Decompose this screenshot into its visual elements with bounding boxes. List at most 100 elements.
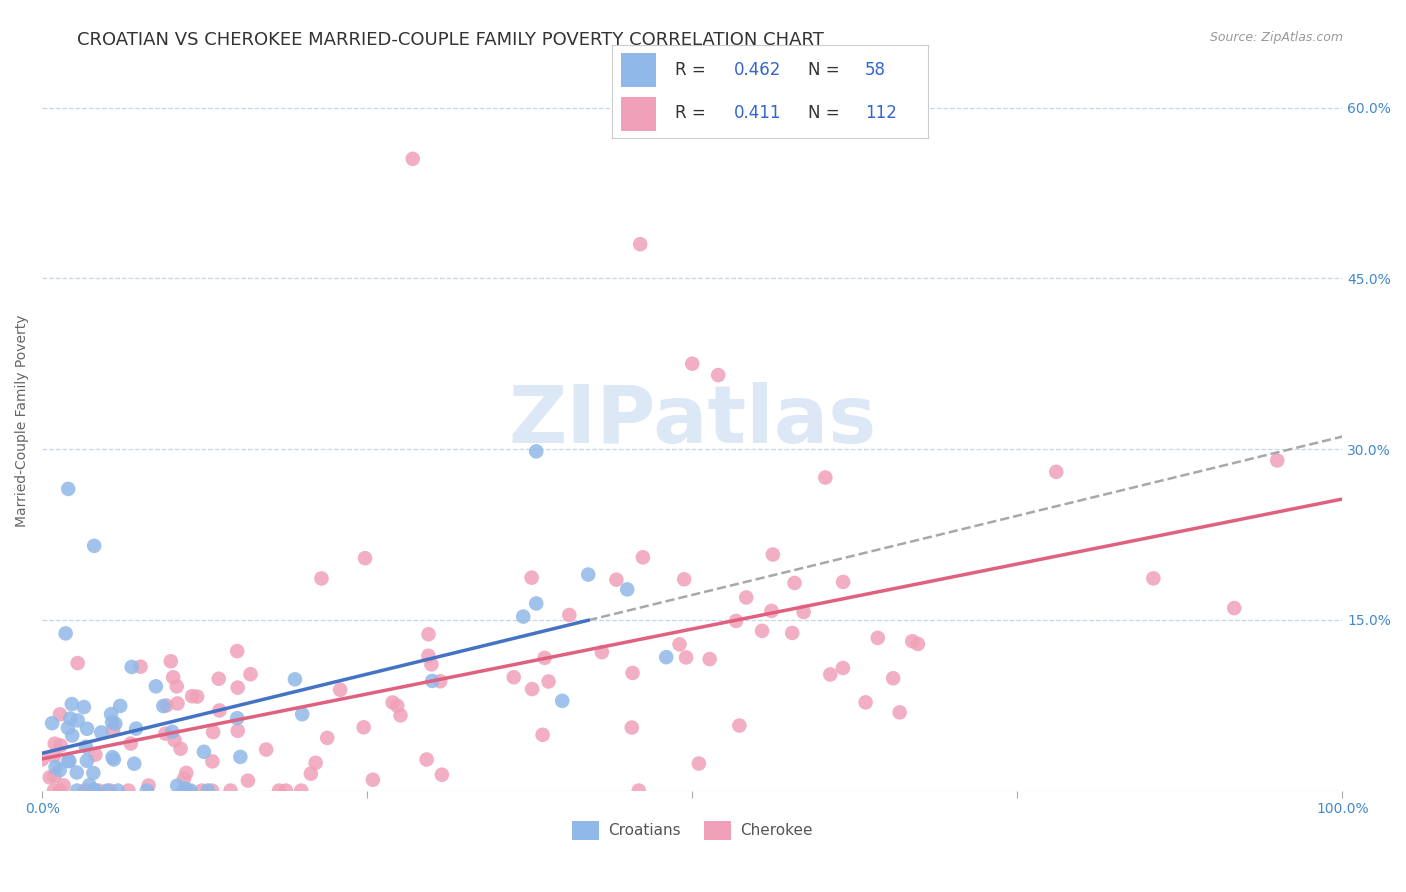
Point	[38, 770, 60, 784]
Point	[49, 783, 72, 797]
Point	[290, 783, 312, 797]
Point	[735, 591, 758, 605]
Point	[866, 631, 889, 645]
Point	[100, 707, 122, 722]
Point	[418, 648, 440, 663]
Point	[73, 700, 96, 714]
Point	[174, 781, 197, 796]
Point	[219, 783, 242, 797]
Text: 58: 58	[865, 61, 886, 78]
Point	[41, 716, 63, 731]
Point	[202, 725, 225, 739]
Point	[551, 694, 574, 708]
Point	[166, 697, 188, 711]
Point	[631, 550, 654, 565]
Point	[430, 768, 453, 782]
Point	[882, 671, 904, 685]
Point	[145, 679, 167, 693]
Point	[42, 783, 65, 797]
Point	[117, 783, 139, 797]
Point	[58, 754, 80, 768]
Point	[668, 637, 690, 651]
Text: ZIPatlas: ZIPatlas	[508, 382, 876, 459]
Point	[236, 773, 259, 788]
Point	[329, 682, 352, 697]
Point	[42, 748, 65, 763]
Point	[48, 763, 70, 777]
Point	[699, 652, 721, 666]
Point	[901, 634, 924, 648]
Point	[832, 574, 855, 589]
Point	[387, 698, 409, 713]
Point	[107, 783, 129, 797]
Point	[311, 571, 333, 585]
Point	[889, 706, 911, 720]
Point	[628, 237, 651, 252]
Point	[208, 703, 231, 717]
Point	[415, 752, 437, 766]
Point	[120, 737, 142, 751]
Point	[793, 605, 815, 619]
Point	[267, 783, 290, 797]
Point	[420, 657, 443, 672]
Point	[226, 644, 249, 658]
Point	[673, 572, 696, 586]
Point	[402, 152, 425, 166]
Point	[166, 779, 188, 793]
Point	[420, 673, 443, 688]
Point	[31, 752, 53, 766]
Point	[304, 756, 326, 770]
Point	[576, 567, 599, 582]
Point	[725, 614, 748, 628]
Point	[520, 682, 543, 697]
Point	[389, 708, 412, 723]
Point	[907, 637, 929, 651]
FancyBboxPatch shape	[621, 97, 655, 131]
Point	[627, 783, 650, 797]
Point	[66, 765, 89, 780]
Point	[512, 609, 534, 624]
Point	[82, 766, 104, 780]
Point	[1223, 601, 1246, 615]
Point	[681, 357, 703, 371]
Point	[591, 645, 613, 659]
Point	[274, 783, 297, 797]
Point	[291, 707, 314, 722]
Y-axis label: Married-Couple Family Poverty: Married-Couple Family Poverty	[15, 314, 30, 527]
Point	[655, 650, 678, 665]
Point	[101, 723, 124, 738]
Point	[186, 690, 208, 704]
Point	[138, 779, 160, 793]
Point	[353, 720, 375, 734]
Point	[96, 783, 118, 797]
Text: N =: N =	[808, 61, 845, 78]
Point	[44, 769, 66, 783]
Text: 0.411: 0.411	[734, 104, 780, 122]
FancyBboxPatch shape	[621, 53, 655, 87]
Point	[60, 729, 83, 743]
Point	[122, 756, 145, 771]
Point	[75, 739, 97, 754]
Point	[45, 760, 67, 774]
Point	[688, 756, 710, 771]
Point	[620, 721, 643, 735]
Point	[169, 741, 191, 756]
Point	[229, 750, 252, 764]
Point	[520, 571, 543, 585]
Point	[193, 745, 215, 759]
Point	[152, 699, 174, 714]
Point	[751, 624, 773, 638]
Point	[208, 672, 231, 686]
Point	[84, 747, 107, 762]
Point	[254, 742, 277, 756]
Point	[524, 444, 547, 458]
Point	[605, 573, 627, 587]
Point	[197, 783, 219, 797]
Point	[58, 482, 80, 496]
Point	[190, 783, 212, 797]
Point	[1265, 453, 1288, 467]
Point	[56, 721, 79, 735]
Point	[49, 739, 72, 753]
Point	[163, 733, 186, 747]
Point	[429, 674, 451, 689]
